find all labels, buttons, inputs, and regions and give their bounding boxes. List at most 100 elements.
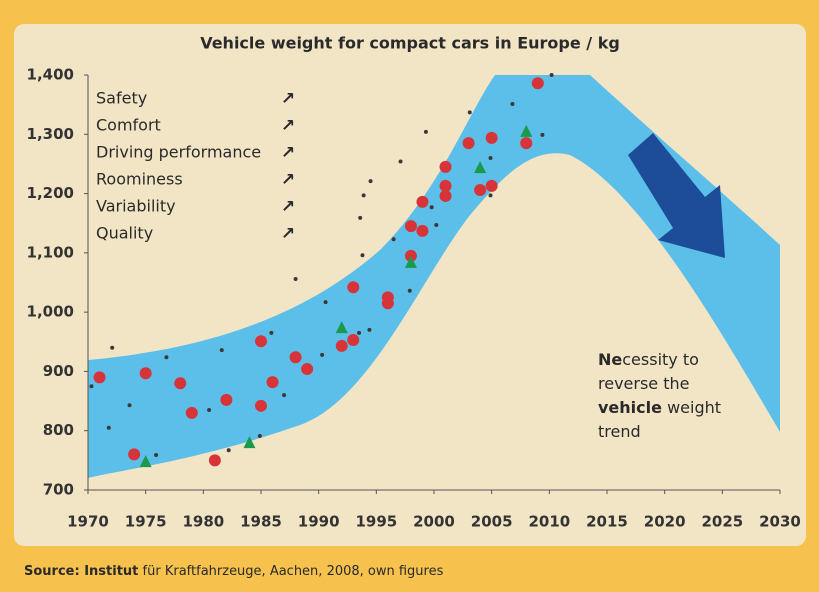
data-point	[347, 334, 360, 347]
x-tick-label: 1995	[355, 513, 397, 531]
annotation-run: trend	[598, 422, 641, 441]
factor-arrow: ↗	[281, 116, 295, 136]
data-point	[423, 129, 428, 134]
data-point	[266, 376, 279, 389]
data-point	[549, 73, 554, 77]
data-point	[540, 132, 545, 137]
data-point	[416, 195, 429, 208]
data-point	[439, 179, 452, 192]
data-point	[439, 189, 452, 202]
data-point	[226, 448, 231, 453]
data-point	[255, 399, 267, 412]
data-point	[208, 454, 221, 467]
data-point	[127, 403, 132, 408]
data-point	[467, 110, 472, 115]
y-tick-label: 800	[43, 421, 74, 439]
data-point	[128, 448, 141, 461]
x-tick-label: 1980	[182, 513, 224, 531]
annotation-run: vehicle	[598, 398, 662, 417]
annotation-run: weight	[662, 398, 721, 417]
y-tick-label: 1,200	[27, 184, 74, 202]
data-point	[488, 156, 493, 160]
factor-label: Driving performance	[96, 143, 261, 162]
factor-arrow: ↗	[281, 197, 295, 217]
factor-arrow: ↗	[281, 170, 295, 190]
data-point	[474, 161, 487, 174]
data-point	[474, 184, 487, 197]
chart-title: Vehicle weight for compact cars in Europ…	[200, 34, 620, 53]
data-point	[485, 179, 498, 192]
data-point	[139, 455, 152, 468]
data-point	[320, 352, 325, 357]
data-point	[404, 220, 417, 233]
data-point	[360, 253, 365, 258]
data-point	[416, 224, 429, 237]
annotation-line: Necessity to	[598, 350, 699, 369]
x-tick-label: 2000	[413, 513, 455, 531]
data-point	[407, 288, 412, 293]
annotation-run: Ne	[598, 350, 622, 369]
data-point	[361, 193, 366, 198]
x-tick-label: 2015	[586, 513, 628, 531]
data-point	[531, 77, 544, 90]
factor-arrow: ↗	[281, 224, 295, 244]
factor-label: Comfort	[96, 116, 161, 135]
data-point	[139, 367, 152, 380]
data-point	[404, 255, 417, 268]
data-point	[185, 406, 198, 419]
x-tick-label: 2030	[759, 513, 801, 531]
data-point	[485, 131, 498, 144]
data-point	[335, 321, 348, 334]
data-point	[282, 393, 287, 398]
data-point	[164, 355, 169, 360]
factor-label: Quality	[96, 224, 153, 243]
data-point	[289, 351, 302, 364]
y-tick-label: 1,400	[27, 66, 74, 84]
data-point	[220, 393, 233, 406]
data-point	[93, 371, 106, 384]
x-tick-label: 2010	[528, 513, 570, 531]
annotation-run: reverse the	[598, 374, 689, 393]
data-point	[154, 453, 159, 458]
x-tick-label: 2020	[644, 513, 686, 531]
data-point	[391, 237, 396, 242]
factor-arrow: ↗	[281, 143, 295, 163]
y-tick-label: 700	[43, 481, 74, 499]
data-point	[269, 330, 274, 335]
data-point	[293, 276, 298, 281]
factor-label: Variability	[96, 197, 176, 216]
data-point	[243, 436, 256, 449]
x-tick-label: 1985	[240, 513, 282, 531]
data-point	[520, 137, 533, 150]
data-point	[174, 377, 187, 390]
data-point	[301, 363, 314, 376]
data-point	[323, 300, 328, 305]
data-point	[381, 297, 394, 310]
y-tick-label: 900	[43, 362, 74, 380]
annotation-line: vehicle weight	[598, 398, 721, 417]
reverse-arrow	[628, 133, 725, 258]
annotation-run: cessity to	[622, 350, 699, 369]
trend-corridor	[88, 75, 780, 478]
source-run: Source: Institut	[24, 564, 138, 579]
factor-label: Roominess	[96, 170, 183, 189]
data-point	[398, 159, 403, 164]
data-point	[520, 124, 533, 137]
x-tick-label: 2005	[471, 513, 513, 531]
data-point	[335, 339, 348, 352]
data-point	[255, 335, 267, 348]
data-point	[219, 348, 224, 353]
data-point	[106, 425, 111, 430]
data-point	[429, 205, 434, 210]
x-tick-label: 1975	[125, 513, 167, 531]
x-tick-label: 1990	[298, 513, 340, 531]
data-point	[434, 222, 439, 227]
source-run: für Kraftfahrzeuge, Aachen, 2008, own fi…	[138, 564, 443, 579]
data-point	[257, 434, 262, 439]
data-point	[110, 345, 115, 350]
data-point	[368, 179, 373, 184]
x-tick-label: 1970	[67, 513, 109, 531]
annotation-line: trend	[598, 422, 641, 441]
data-point	[439, 160, 452, 173]
